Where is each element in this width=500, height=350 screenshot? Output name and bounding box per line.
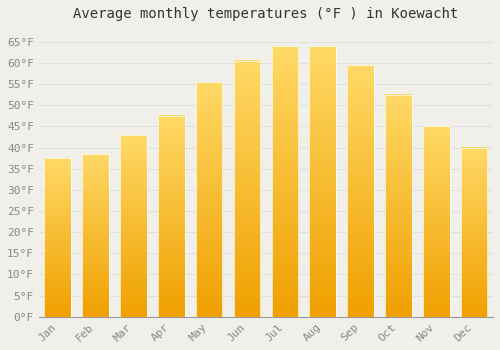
Bar (44, 158, 71, 317)
Bar (120, 135, 146, 317)
Bar (310, 46, 336, 317)
Bar (196, 82, 222, 317)
Title: Average monthly temperatures (°F ) in Koewacht: Average monthly temperatures (°F ) in Ko… (74, 7, 458, 21)
Bar (234, 61, 260, 317)
Bar (385, 94, 411, 317)
Bar (461, 148, 487, 317)
Bar (348, 65, 374, 317)
Bar (82, 154, 109, 317)
Bar (158, 116, 184, 317)
Bar (423, 126, 450, 317)
Bar (272, 46, 298, 317)
